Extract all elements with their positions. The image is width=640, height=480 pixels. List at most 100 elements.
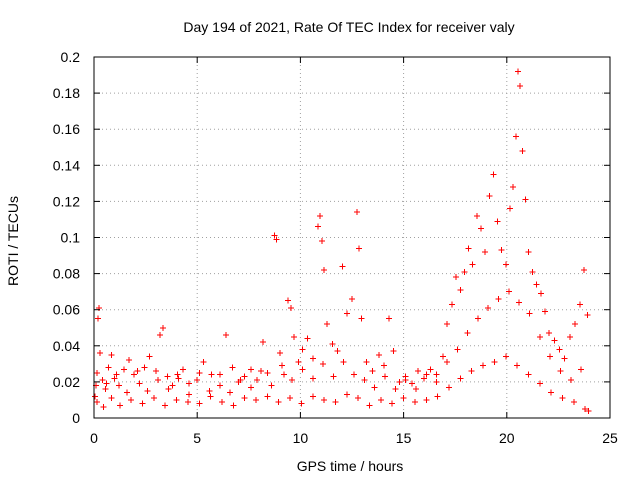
scatter-point: [464, 330, 471, 337]
y-tick-label: 0.16: [53, 121, 80, 137]
scatter-point: [131, 371, 138, 378]
scatter-point: [517, 82, 524, 89]
scatter-point: [285, 297, 292, 304]
scatter-point: [141, 364, 148, 371]
scatter-point: [546, 330, 553, 337]
scatter-point: [241, 373, 248, 380]
scatter-point: [139, 400, 146, 407]
scatter-point: [571, 321, 578, 328]
scatter-point: [319, 238, 326, 245]
scatter-point: [449, 301, 456, 308]
scatter-point: [505, 288, 512, 295]
scatter-point: [260, 339, 267, 346]
scatter-point: [486, 192, 493, 199]
scatter-point: [349, 295, 355, 302]
scatter-point: [288, 304, 295, 311]
scatter-point: [522, 196, 529, 203]
scatter-point: [320, 360, 327, 367]
scatter-point: [581, 266, 588, 273]
scatter-point: [330, 373, 337, 380]
scatter-point: [343, 391, 350, 398]
scatter-point: [174, 371, 181, 378]
scatter-point: [577, 301, 584, 308]
scatter-point: [276, 350, 283, 357]
scatter-point: [536, 380, 543, 387]
scatter-point: [207, 393, 214, 400]
scatter-point: [144, 387, 151, 394]
scatter-point: [309, 375, 316, 382]
scatter-point: [537, 290, 544, 297]
scatter-point: [321, 266, 328, 273]
scatter-point: [317, 212, 324, 219]
scatter-point: [160, 324, 167, 331]
scatter-point: [443, 359, 450, 366]
scatter-point: [423, 396, 430, 403]
scatter-point: [94, 398, 101, 405]
y-tick-label: 0.12: [53, 193, 80, 209]
scatter-point: [169, 382, 176, 389]
scatter-point: [561, 355, 568, 362]
grid-layer: [94, 57, 610, 418]
scatter-point: [206, 387, 213, 394]
scatter-point: [299, 366, 306, 373]
scatter-point: [570, 398, 577, 405]
x-tick-label: 5: [193, 430, 201, 446]
scatter-point: [102, 386, 109, 393]
x-tick-label: 20: [499, 430, 515, 446]
scatter-point: [196, 400, 203, 407]
scatter-point: [154, 377, 161, 384]
scatter-point: [578, 366, 585, 373]
scatter-point: [465, 245, 472, 252]
scatter-point: [332, 398, 339, 405]
x-axis-label: GPS time / hours: [297, 458, 404, 474]
scatter-point: [408, 380, 415, 387]
plot-frame: [93, 56, 611, 419]
scatter-point: [99, 377, 106, 384]
scatter-point: [468, 368, 475, 375]
scatter-point: [566, 333, 573, 340]
scatter-point: [382, 373, 389, 380]
scatter-point: [375, 351, 382, 358]
scatter-point: [480, 362, 487, 369]
scatter-point: [162, 402, 169, 409]
x-tick-label: 10: [293, 430, 309, 446]
scatter-point: [411, 398, 418, 405]
scatter-point: [454, 346, 461, 353]
scatter-point: [157, 331, 164, 338]
scatter-point: [152, 368, 159, 375]
scatter-point: [165, 386, 172, 393]
scatter-point: [227, 389, 234, 396]
scatter-point: [179, 366, 186, 373]
scatter-point: [216, 371, 223, 378]
scatter-point: [309, 355, 316, 362]
scatter-point: [525, 371, 532, 378]
scatter-point: [275, 398, 282, 405]
y-tick-label: 0.1: [61, 230, 81, 246]
scatter-point: [339, 263, 346, 270]
y-tick-label: 0.2: [61, 49, 81, 65]
scatter-point: [485, 304, 492, 311]
scatter-point: [175, 375, 182, 382]
scatter-point: [533, 281, 540, 288]
scatter-point: [208, 371, 215, 378]
scatter-point: [216, 382, 223, 389]
scatter-point: [389, 400, 396, 407]
x-tick-label: 25: [602, 430, 618, 446]
scatter-point: [351, 371, 358, 378]
scatter-point: [506, 205, 513, 212]
scatter-point: [184, 398, 191, 405]
scatter-point: [108, 395, 115, 402]
scatter-point: [264, 369, 271, 376]
scatter-point: [229, 364, 236, 371]
scatter-point: [369, 368, 376, 375]
scatter-point: [446, 384, 453, 391]
scatter-point: [515, 68, 522, 75]
scatter-point: [356, 245, 363, 252]
scatter-point: [557, 368, 564, 375]
scatter-point: [324, 321, 331, 328]
scatter-point: [494, 218, 501, 225]
scatter-point: [380, 362, 387, 369]
scatter-point: [185, 380, 192, 387]
scatter-point: [509, 183, 516, 190]
scatter-point: [366, 402, 373, 409]
